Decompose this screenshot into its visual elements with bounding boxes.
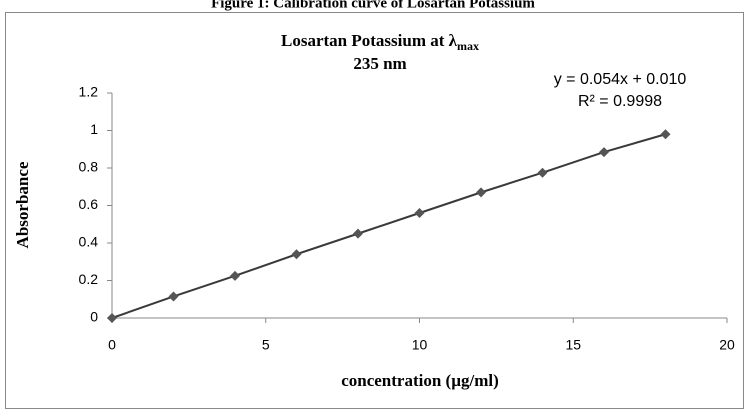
figure-caption: Figure 1: Calibration curve of Losartan … — [211, 0, 535, 11]
data-point — [168, 291, 179, 302]
chart-subtitle: 235 nm — [353, 54, 406, 73]
data-point — [353, 228, 363, 239]
x-tick-label: 10 — [412, 337, 428, 353]
x-tick-label: 15 — [565, 337, 581, 353]
y-axis-label: Absorbance — [13, 161, 32, 248]
title-main: Losartan Potassium at λ — [281, 31, 458, 50]
y-tick-label: 1.2 — [79, 84, 99, 100]
data-point — [537, 167, 548, 178]
equation-annotation: y = 0.054x + 0.010 — [554, 71, 687, 88]
x-axis-label: concentration (µg/ml) — [341, 371, 499, 390]
chart-title: Losartan Potassium at λmax — [281, 31, 479, 53]
y-tick-label: 0.6 — [79, 196, 99, 212]
x-tick-label: 5 — [262, 337, 270, 353]
x-tick-label: 0 — [108, 337, 116, 353]
y-tick-label: 0.4 — [79, 234, 99, 250]
data-point — [230, 270, 240, 281]
y-tick-label: 1 — [90, 121, 98, 137]
series-line — [111, 133, 666, 319]
y-tick-label: 0.2 — [79, 271, 99, 287]
y-tick-label: 0 — [90, 309, 98, 325]
r2-annotation: R² = 0.9998 — [578, 93, 662, 110]
chart-frame — [5, 12, 744, 409]
y-tick-label: 0.8 — [79, 159, 99, 175]
title-subscript: max — [457, 39, 479, 53]
data-point — [291, 249, 302, 260]
data-point — [107, 313, 117, 323]
x-tick-label: 20 — [719, 337, 735, 353]
data-point — [476, 187, 486, 198]
data-point — [599, 147, 609, 158]
data-point — [414, 208, 425, 218]
data-point — [660, 129, 671, 140]
